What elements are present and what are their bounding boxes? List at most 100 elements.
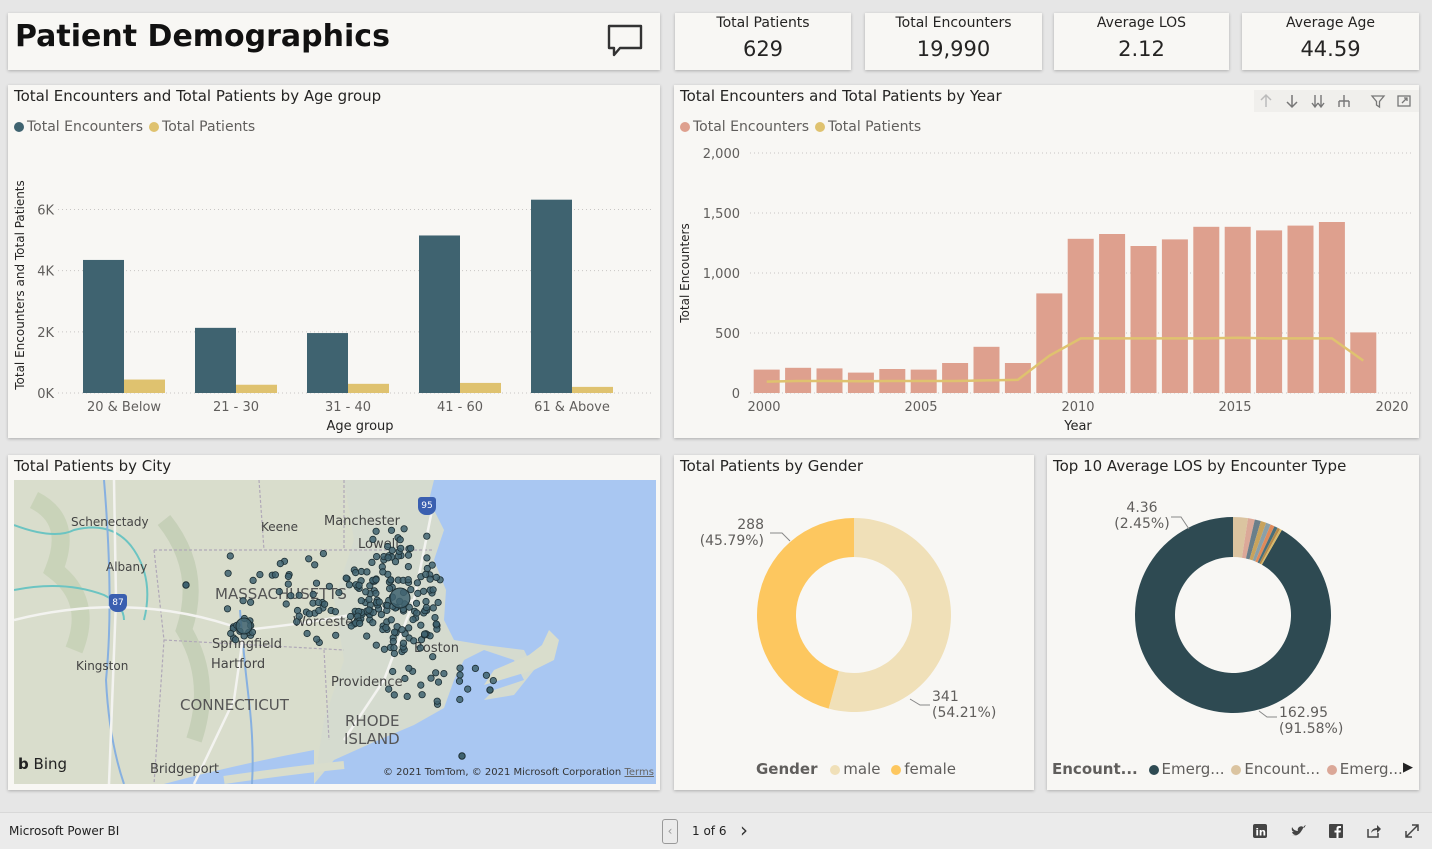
city-point[interactable] <box>224 569 232 577</box>
city-point[interactable] <box>404 551 413 559</box>
city-point[interactable] <box>363 632 371 640</box>
city-point[interactable] <box>389 667 397 676</box>
city-point[interactable] <box>375 598 383 606</box>
city-point[interactable] <box>368 558 376 567</box>
city-point[interactable] <box>427 674 435 682</box>
city-point[interactable] <box>362 588 370 596</box>
city-point[interactable] <box>383 542 392 551</box>
city-point[interactable] <box>404 563 412 571</box>
city-point[interactable] <box>295 591 303 599</box>
city-point[interactable] <box>369 535 377 544</box>
bar-encounters[interactable] <box>1067 238 1094 393</box>
city-point[interactable] <box>239 597 247 605</box>
city-point[interactable] <box>276 560 284 568</box>
legend-item-male[interactable]: male <box>830 760 880 778</box>
city-point[interactable] <box>397 544 405 552</box>
city-point[interactable] <box>372 553 381 561</box>
city-point[interactable] <box>428 561 436 569</box>
city-point[interactable] <box>365 606 373 614</box>
share-icon[interactable] <box>1366 823 1382 843</box>
city-point[interactable] <box>390 649 398 658</box>
city-point[interactable] <box>389 587 411 609</box>
city-point[interactable] <box>432 669 440 677</box>
city-point[interactable] <box>319 550 327 558</box>
expand-all-icon[interactable] <box>1310 93 1326 109</box>
legend-item[interactable]: Emerg... <box>1326 760 1403 778</box>
donut-slice[interactable] <box>757 518 854 709</box>
city-point[interactable] <box>284 572 292 581</box>
comment-icon[interactable] <box>606 22 644 64</box>
sort-up-icon[interactable] <box>1258 93 1274 109</box>
bar-encounters[interactable] <box>1130 246 1157 393</box>
city-point[interactable] <box>471 664 479 672</box>
city-point[interactable] <box>390 691 398 699</box>
city-point[interactable] <box>314 598 322 607</box>
city-point[interactable] <box>464 685 472 693</box>
city-point[interactable] <box>413 579 421 587</box>
sort-down-icon[interactable] <box>1284 93 1300 109</box>
bar-encounters[interactable] <box>1161 239 1188 393</box>
bar-encounters[interactable] <box>1099 234 1126 393</box>
city-point[interactable] <box>390 628 399 636</box>
city-point[interactable] <box>182 581 190 589</box>
city-point[interactable] <box>335 589 343 597</box>
city-point[interactable] <box>325 582 333 590</box>
city-point[interactable] <box>256 571 264 579</box>
city-point[interactable] <box>303 629 311 638</box>
city-point[interactable] <box>365 595 373 604</box>
bar-encounters[interactable] <box>1350 332 1377 393</box>
city-point[interactable] <box>401 674 409 683</box>
city-point[interactable] <box>486 686 494 694</box>
city-point[interactable] <box>379 568 387 576</box>
city-point[interactable] <box>407 586 415 594</box>
next-page-button[interactable]: › <box>740 818 748 842</box>
caret-right-icon[interactable]: ▶ <box>1403 760 1413 775</box>
age-group-chart-card[interactable]: Total Encounters and Total Patients by A… <box>8 85 660 438</box>
city-point[interactable] <box>226 552 234 560</box>
city-point[interactable] <box>312 579 321 587</box>
bar-encounters[interactable] <box>1318 222 1345 393</box>
city-point[interactable] <box>384 554 392 562</box>
legend-item[interactable]: Emerg... <box>1148 760 1225 778</box>
city-point[interactable] <box>400 525 408 533</box>
city-point[interactable] <box>489 677 497 685</box>
donut-slice[interactable] <box>1255 524 1275 563</box>
city-point[interactable] <box>305 555 313 563</box>
bar-encounters[interactable] <box>1193 226 1220 393</box>
city-point[interactable] <box>356 619 364 627</box>
donut-slice[interactable] <box>1260 529 1282 565</box>
bar-encounters[interactable] <box>942 363 969 393</box>
city-point[interactable] <box>404 576 412 584</box>
donut-slice[interactable] <box>1252 522 1271 562</box>
city-point[interactable] <box>440 670 448 678</box>
city-point[interactable] <box>431 614 439 622</box>
city-point[interactable] <box>416 644 424 652</box>
city-point[interactable] <box>309 590 317 599</box>
city-point[interactable] <box>422 603 430 612</box>
bar-encounters[interactable] <box>1256 230 1283 393</box>
city-point[interactable] <box>247 598 255 606</box>
bar-patients[interactable] <box>460 382 501 393</box>
city-point[interactable] <box>363 568 371 576</box>
bar-encounters[interactable] <box>973 346 1000 393</box>
city-point[interactable] <box>405 603 413 611</box>
donut-slice[interactable] <box>1245 519 1261 560</box>
bar-encounters[interactable] <box>1287 225 1314 393</box>
city-point[interactable] <box>405 624 413 632</box>
donut-slice[interactable] <box>1135 517 1331 713</box>
city-point[interactable] <box>410 637 418 645</box>
city-point[interactable] <box>275 588 283 596</box>
city-point[interactable] <box>429 653 437 661</box>
city-point[interactable] <box>357 597 365 605</box>
city-point[interactable] <box>409 616 417 624</box>
bar-patients[interactable] <box>236 384 277 393</box>
city-point[interactable] <box>377 611 385 619</box>
city-point[interactable] <box>455 677 464 685</box>
city-point[interactable] <box>346 612 355 621</box>
city-point[interactable] <box>423 532 431 540</box>
terms-link[interactable]: Terms <box>624 767 654 778</box>
city-point[interactable] <box>380 645 388 653</box>
city-point[interactable] <box>403 692 411 700</box>
city-point[interactable] <box>382 624 390 632</box>
city-point[interactable] <box>434 678 443 686</box>
